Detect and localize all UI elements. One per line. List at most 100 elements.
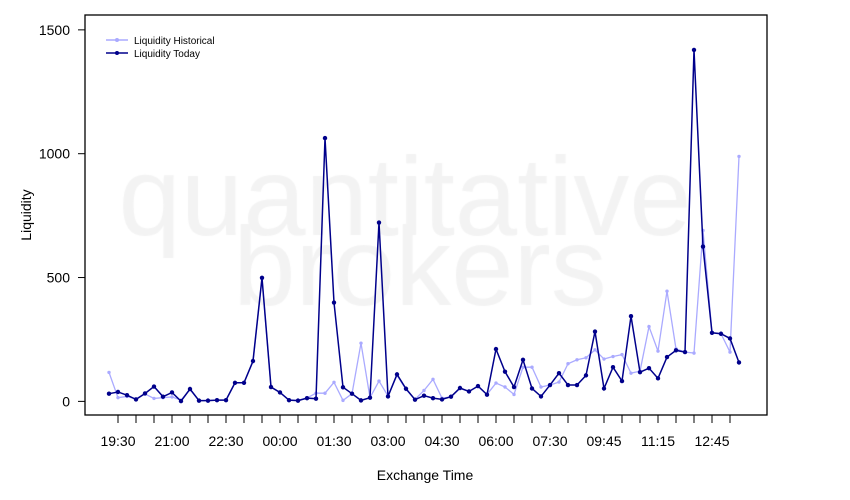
data-point [718,331,724,336]
data-point [359,341,363,345]
data-point [629,371,633,375]
x-tick-label: 04:30 [424,433,459,449]
data-point [665,289,669,293]
data-point [529,386,535,391]
data-point [520,357,526,362]
data-point [286,397,292,403]
data-point [196,398,202,403]
data-point [637,369,643,375]
x-tick-label: 07:30 [532,433,567,449]
data-point [565,382,571,388]
data-point [503,385,507,389]
legend-historical-marker [115,38,119,42]
data-point [592,329,598,334]
data-point [583,373,589,378]
data-point [232,380,238,386]
data-point [521,365,525,369]
x-tick-label: 11:15 [641,433,675,449]
data-point [566,362,570,366]
y-tick-label: 1000 [39,146,70,162]
x-tick-label: 01:30 [316,433,351,449]
data-point [124,392,130,398]
data-point [152,396,156,401]
data-point [106,391,112,396]
data-point [421,393,427,398]
data-point [160,394,166,399]
data-point [611,354,615,359]
x-axis: 19:30 21:00 22:30 00:00 01:30 03:00 04:30 06:00… [100,415,731,449]
data-point [187,386,193,392]
data-point [178,398,184,404]
data-point [430,395,436,401]
legend: Liquidity Historical Liquidity Today [106,36,215,60]
data-point [214,397,220,403]
data-point [349,391,355,396]
y-axis: 0 500 1000 1500 [39,22,86,409]
x-tick-label: 22:30 [208,433,243,449]
data-point [151,384,157,389]
data-point [664,354,670,360]
data-point [304,395,310,401]
data-point [628,313,634,319]
data-point [323,391,327,395]
x-tick-label: 19:30 [100,433,135,449]
data-point [466,389,472,394]
data-point [205,398,211,403]
data-point [727,336,733,341]
y-axis-label: Liquidity [18,189,34,240]
data-point [484,392,490,397]
data-point [530,365,534,369]
data-point [673,348,679,353]
data-point [277,390,283,395]
data-point [620,352,624,357]
data-point [557,380,561,384]
data-point [367,395,373,400]
data-point [728,350,732,354]
x-tick-label: 12:45 [694,433,729,449]
data-point [556,370,562,376]
data-point [241,380,247,386]
y-tick-label: 500 [47,270,71,286]
data-point [322,135,328,141]
data-point [116,395,120,400]
legend-today-label: Liquidity Today [134,49,200,60]
data-point [422,388,426,393]
data-point [584,356,588,360]
data-point [431,377,435,382]
data-point [593,348,597,352]
data-point [457,385,463,391]
series-line [108,156,740,402]
data-point [575,358,579,362]
data-point [709,330,715,335]
data-point [547,382,553,388]
x-tick-label: 00:00 [262,433,297,449]
data-point [619,378,625,384]
data-point [691,47,697,53]
data-point [170,395,174,399]
y-tick-label: 1500 [39,22,70,38]
series-layer [106,47,742,404]
data-point [700,244,706,249]
x-axis-label: Exchange Time [377,467,474,483]
data-point [736,360,742,365]
data-point [502,369,508,374]
data-point [340,385,346,390]
data-point [538,394,544,399]
data-point [448,394,454,399]
data-point [268,384,274,390]
data-point [358,398,364,403]
data-point [295,398,301,403]
data-point [376,220,382,225]
data-point [403,386,409,391]
data-point [475,383,481,389]
data-point [250,358,256,364]
data-point [439,397,445,402]
data-point [142,391,148,396]
legend-today-marker [115,51,119,55]
data-point [601,386,607,391]
data-point [539,385,543,389]
data-point [655,376,661,381]
plot-frame [84,14,768,416]
